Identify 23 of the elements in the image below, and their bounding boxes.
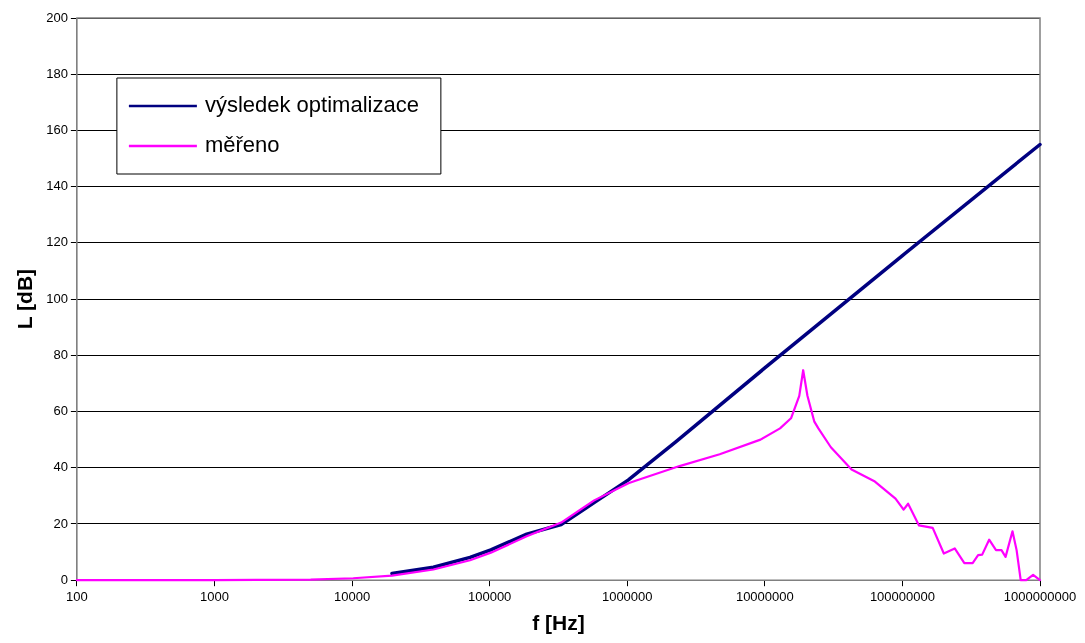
- legend-label: výsledek optimalizace: [204, 92, 419, 118]
- legend-label: měřeno: [204, 132, 280, 158]
- y-tick-label: 100: [46, 290, 68, 306]
- x-tick-label: 1000000: [601, 588, 653, 604]
- y-tick-label: 180: [46, 65, 68, 81]
- x-tick-label: 100000: [467, 588, 512, 604]
- y-tick-label: 200: [46, 9, 68, 25]
- x-tick-label: 10000000: [735, 588, 794, 604]
- x-tick-label: 1000: [200, 588, 229, 604]
- x-tick-label: 10000: [333, 588, 371, 604]
- y-axis-title: L [dB]: [13, 268, 37, 330]
- y-tick-label: 80: [53, 346, 68, 362]
- x-tick-label: 100000000: [869, 588, 935, 604]
- y-tick-label: 60: [53, 403, 68, 419]
- y-tick-label: 0: [60, 571, 68, 587]
- x-tick-label: 1000000000: [1003, 588, 1077, 604]
- y-tick-label: 20: [53, 515, 68, 531]
- x-tick-label: 100: [66, 588, 88, 604]
- y-tick-label: 140: [46, 178, 68, 194]
- y-tick-label: 120: [46, 234, 68, 250]
- y-tick-label: 40: [53, 459, 68, 475]
- x-axis-title: f [Hz]: [532, 611, 585, 635]
- y-tick-label: 160: [46, 122, 68, 138]
